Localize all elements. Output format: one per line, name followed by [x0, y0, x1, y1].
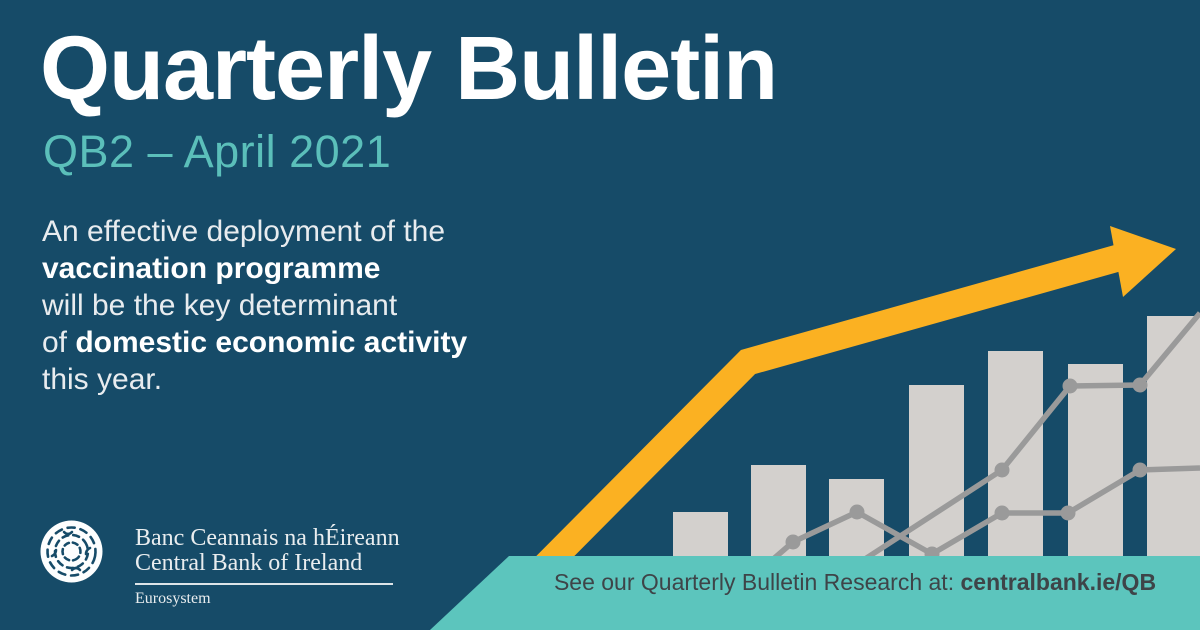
logo-text-block: Banc Ceannais na hÉireann Central Bank o… — [135, 520, 400, 607]
line-a — [754, 465, 1200, 577]
tagline-line1-text: An effective deployment of the — [42, 215, 446, 248]
edition-subtitle: QB2 – April 2021 — [43, 126, 392, 177]
line-b-dot — [994, 462, 1010, 478]
line-a-dot — [785, 534, 801, 550]
central-bank-logo: Banc Ceannais na hÉireann Central Bank o… — [40, 520, 400, 607]
logo-name-english: Central Bank of Ireland — [135, 550, 363, 576]
tagline: An effective deployment of the vaccinati… — [42, 213, 467, 398]
tagline-line-1: An effective deployment of the — [42, 213, 467, 250]
arrow-shaft — [462, 245, 1122, 630]
ribbon-background — [430, 556, 1200, 630]
line-b-dot — [1132, 377, 1148, 393]
ribbon-url-link[interactable]: centralbank.ie/QB — [960, 568, 1157, 595]
page-title: Quarterly Bulletin — [40, 19, 778, 119]
line-a-dot — [994, 505, 1010, 521]
line-b-dot — [1062, 378, 1078, 394]
logo-name-irish: Banc Ceannais na hÉireann — [135, 525, 400, 551]
line-a-dot — [849, 504, 865, 520]
tagline-line4-bold: domestic economic activity — [75, 326, 468, 359]
line-a-dot — [1060, 505, 1076, 521]
line-a-dot — [1132, 462, 1148, 478]
tagline-line5-text: this year. — [42, 363, 163, 396]
logo-globe-icon — [40, 520, 103, 583]
tagline-line-5: this year. — [42, 361, 467, 398]
ribbon-text: See our Quarterly Bulletin Research at: … — [510, 556, 1200, 608]
ribbon-text-prefix: See our Quarterly Bulletin Research at: — [553, 568, 961, 595]
tagline-line-3: will be the key determinant — [42, 287, 467, 324]
tagline-line-4: of domestic economic activity — [42, 324, 467, 361]
tagline-line2-bold: vaccination programme — [42, 252, 381, 285]
tagline-line-2: vaccination programme — [42, 250, 467, 287]
growth-arrow-icon — [462, 226, 1176, 630]
tagline-line3-text: will be the key determinant — [42, 289, 398, 322]
logo-eurosystem-label: Eurosystem — [135, 590, 211, 607]
arrow-head — [1110, 226, 1176, 297]
logo-divider — [135, 583, 393, 585]
tagline-line4-prefix: of — [42, 326, 76, 359]
lines-group — [754, 311, 1200, 577]
